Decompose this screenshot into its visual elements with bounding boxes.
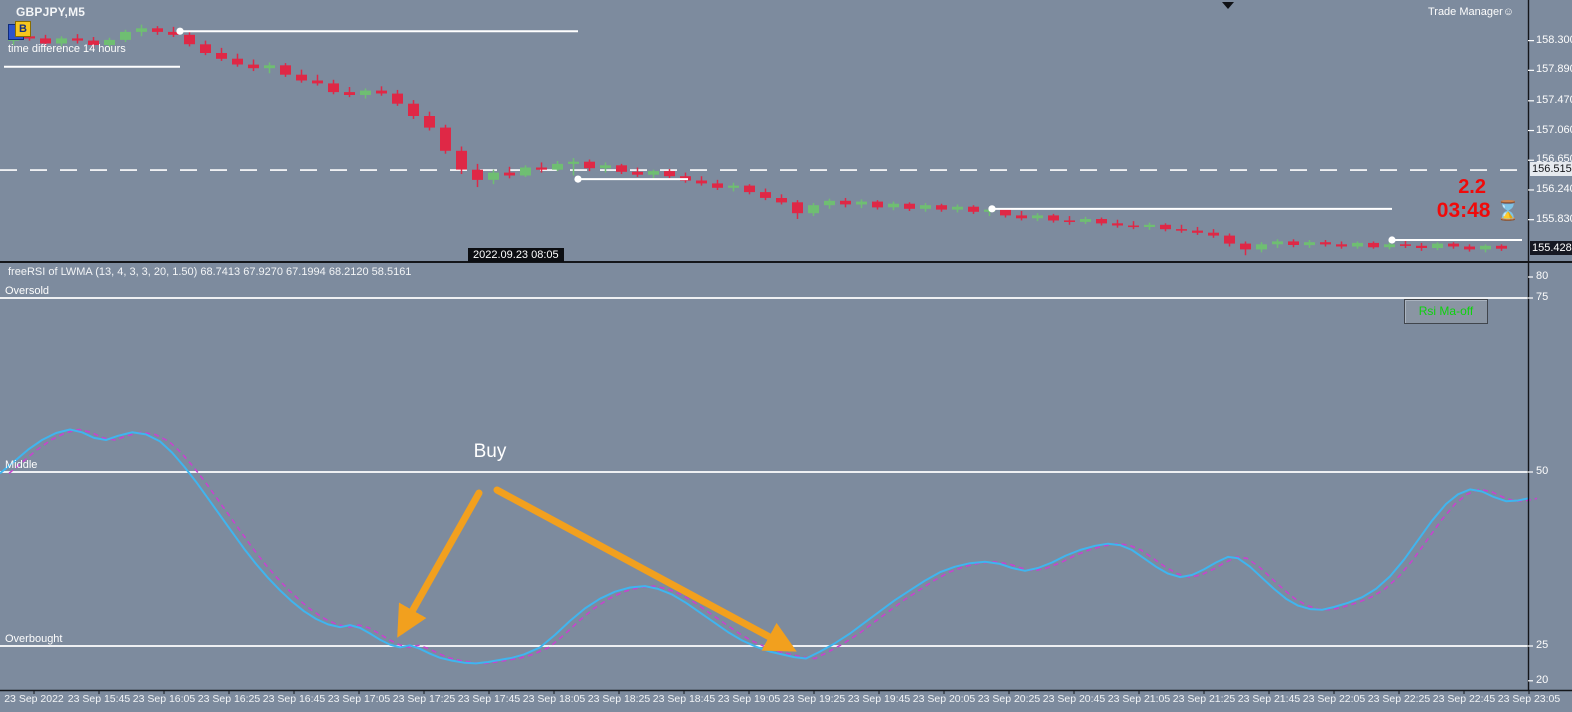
- countdown-value: 03:48: [1436, 199, 1491, 222]
- time-axis-label: 23 Sep 18:05: [522, 693, 586, 705]
- time-axis-label: 23 Sep 19:05: [717, 693, 781, 705]
- dashed-price-badge: 156.515: [1530, 162, 1572, 177]
- trade-manager-label: Trade Manager☺: [1427, 6, 1514, 18]
- hourglass-icon: ⌛: [1496, 201, 1520, 222]
- indicator-level-label: Overbought: [5, 633, 63, 645]
- time-axis-label: 23 Sep 18:25: [587, 693, 651, 705]
- indicator-axis-label: 80: [1536, 270, 1549, 282]
- time-axis-label: 23 Sep 16:05: [132, 693, 196, 705]
- time-axis-label: 23 Sep 20:45: [1042, 693, 1106, 705]
- time-axis-label: 23 Sep 20:05: [912, 693, 976, 705]
- time-axis-label: 23 Sep 16:25: [197, 693, 261, 705]
- indicator-axis-label: 50: [1536, 465, 1549, 477]
- rsi-ma-toggle-button[interactable]: Rsi Ma-off: [1404, 299, 1488, 324]
- time-difference-label: time difference 14 hours: [8, 43, 126, 55]
- current-price-badge: 155.428: [1530, 240, 1572, 255]
- time-axis-label: 23 Sep 22:05: [1302, 693, 1366, 705]
- spread-value: 2.2: [1458, 176, 1486, 198]
- indicator-axis-label: 25: [1536, 639, 1549, 651]
- time-axis-label: 23 Sep 22:25: [1367, 693, 1431, 705]
- time-axis-label: 23 Sep 19:25: [782, 693, 846, 705]
- chart-shift-icon[interactable]: [1222, 2, 1234, 9]
- time-axis-label: 23 Sep 17:25: [392, 693, 456, 705]
- timestamp-badge: 2022.09.23 08:05: [468, 248, 564, 262]
- indicator-level-label: Middle: [5, 459, 38, 471]
- indicator-axis-label: 75: [1536, 291, 1549, 303]
- buy-annotation: Buy: [473, 441, 507, 462]
- time-axis-label: 23 Sep 20:25: [977, 693, 1041, 705]
- symbol-label: GBPJPY,M5: [16, 5, 86, 19]
- price-axis-label: 157.890: [1536, 63, 1572, 76]
- time-axis-label: 23 Sep 23:05: [1497, 693, 1561, 705]
- time-axis-label: 23 Sep 18:45: [652, 693, 716, 705]
- price-axis-label: 156.240: [1536, 182, 1572, 195]
- time-axis-label: 23 Sep 22:45: [1432, 693, 1496, 705]
- time-axis-label: 23 Sep 17:45: [457, 693, 521, 705]
- price-axis-label: 157.060: [1536, 123, 1572, 136]
- indicator-axis-label: 20: [1536, 673, 1549, 686]
- time-axis-label: 23 Sep 16:45: [262, 693, 326, 705]
- script-icon-letter: B: [15, 21, 31, 37]
- candle-timer: 2.2 03:48 ⌛: [1437, 176, 1520, 223]
- time-axis-label: 23 Sep 15:45: [67, 693, 131, 705]
- script-icon: B: [8, 21, 34, 41]
- time-axis-label: 23 Sep 21:05: [1107, 693, 1171, 705]
- price-axis-label: 158.300: [1536, 33, 1572, 46]
- time-axis-label: 23 Sep 19:45: [847, 693, 911, 705]
- time-axis-label: 23 Sep 21:25: [1172, 693, 1236, 705]
- time-axis-label: 23 Sep 21:45: [1237, 693, 1301, 705]
- indicator-title: freeRSI of LWMA (13, 4, 3, 3, 20, 1.50) …: [8, 266, 412, 278]
- time-axis-label: 23 Sep 17:05: [327, 693, 391, 705]
- price-axis-label: 155.830: [1536, 212, 1572, 225]
- indicator-level-label: Oversold: [5, 285, 50, 297]
- price-axis-label: 157.470: [1536, 93, 1572, 106]
- time-axis-label: 23 Sep 2022: [4, 693, 64, 705]
